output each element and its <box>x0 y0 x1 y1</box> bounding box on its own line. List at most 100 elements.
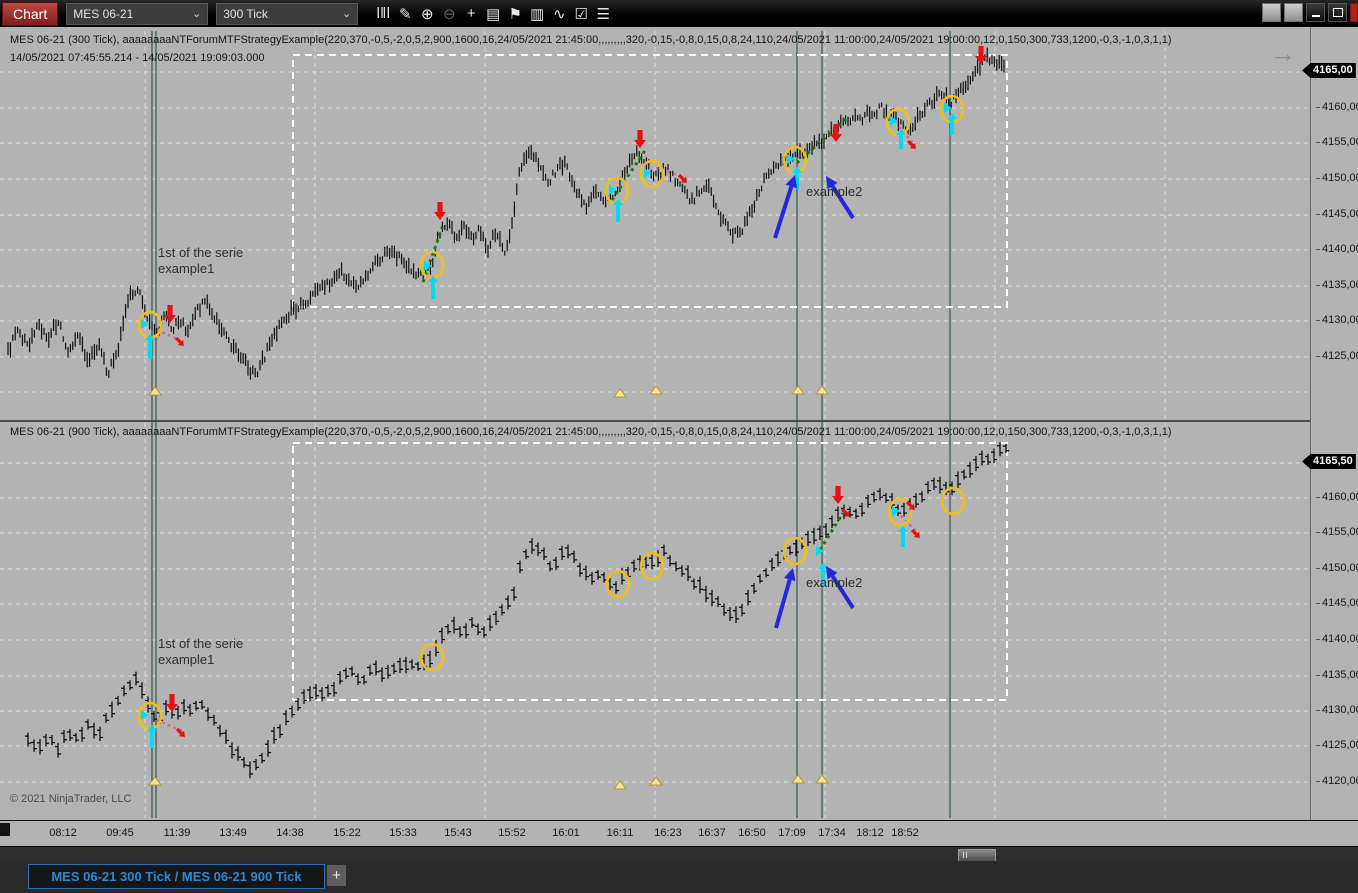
entry-marker-triangle-icon <box>644 168 652 178</box>
price-tick-label: 4150,00 <box>1316 172 1358 184</box>
strategy-event-triangle-icon <box>649 385 663 395</box>
annotation-text: example2 <box>806 575 862 590</box>
price-tick-label: 4155,00 <box>1316 526 1358 538</box>
entry-highlight-circle <box>639 159 665 189</box>
sell-signal-arrow-icon <box>634 130 646 148</box>
indicators-icon[interactable]: ∿ <box>552 5 566 23</box>
pointer-arrow-head <box>785 175 798 189</box>
horizontal-scrollbar[interactable] <box>0 846 1358 862</box>
close-button[interactable] <box>1350 3 1358 22</box>
drawing-tools-icon[interactable]: ✎ <box>398 5 412 23</box>
tab-chart-active[interactable]: MES 06-21 300 Tick / MES 06-21 900 Tick <box>28 864 325 889</box>
zoom-in-icon[interactable]: ⊕ <box>420 5 434 23</box>
window-button-extra2[interactable] <box>1284 3 1303 22</box>
price-tick-label: 4125,00 <box>1316 350 1358 362</box>
buy-signal-arrow-shaft <box>901 531 905 547</box>
entry-marker-triangle-icon <box>892 506 900 516</box>
time-tick-label: 16:01 <box>552 827 580 839</box>
sell-signal-arrow-icon <box>164 305 176 323</box>
sell-signal-arrow-icon <box>677 173 687 183</box>
price-tick-label: 4150,00 <box>1316 562 1358 574</box>
pointer-arrow-head <box>783 568 796 582</box>
price-axis[interactable]: 4160,00 4155,00 4150,00 4145,00 4140,00 4135,… <box>1302 27 1358 820</box>
entry-highlight-circle <box>639 551 665 581</box>
trend-down-dotted-line <box>156 328 181 342</box>
buy-signal-arrow-icon <box>818 563 828 569</box>
entry-marker-triangle-icon <box>816 546 824 556</box>
entry-marker-triangle-icon <box>141 319 149 329</box>
interval-dropdown[interactable]: 300 Tick ⌄ <box>216 2 359 25</box>
time-tick-label: 15:33 <box>389 827 417 839</box>
buy-signal-arrow-icon <box>896 129 906 135</box>
price-tick-label: 4135,00 <box>1316 279 1358 291</box>
price-tick-label: 4145,00 <box>1316 208 1358 220</box>
price-tick-label: 4130,00 <box>1316 704 1358 716</box>
time-tick-label: 17:34 <box>818 827 846 839</box>
entry-marker-triangle-icon <box>141 710 149 720</box>
price-tick-label: 4125,00 <box>1316 739 1358 751</box>
trend-down-dotted-line <box>156 718 183 733</box>
window-controls <box>1259 3 1358 22</box>
time-tick-label: 16:37 <box>698 827 726 839</box>
time-tick-label: 14:38 <box>276 827 304 839</box>
chart-canvas[interactable]: 1st of the serie example1 example2 1st of t… <box>0 27 1310 820</box>
chevron-down-icon: ⌄ <box>192 8 202 20</box>
properties-icon[interactable]: ☰ <box>596 5 610 23</box>
buy-signal-arrow-shaft <box>899 134 903 149</box>
price-tick-label: 4130,00 <box>1316 314 1358 326</box>
crosshair-icon[interactable]: + <box>466 5 476 22</box>
last-price-badge: 4165,50 <box>1302 454 1356 469</box>
pointer-arrow-head <box>826 566 838 580</box>
price-tick-label: 4145,00 <box>1316 597 1358 609</box>
toolbar-icons: ǀǁǀ ✎ ⊕ ⊖ + ▤ ⚑ ▥ ∿ ☑ ☰ <box>372 3 614 25</box>
pointer-arrow-head <box>826 176 838 190</box>
sell-signal-arrow-icon <box>166 694 178 712</box>
buy-signal-arrow-shaft <box>431 281 435 299</box>
add-tab-button[interactable]: + <box>327 865 346 886</box>
time-tick-label: 16:11 <box>606 827 634 839</box>
minimize-button[interactable] <box>1306 3 1325 22</box>
sell-signal-arrow-icon <box>910 528 920 538</box>
strategy-event-triangle-icon <box>791 774 805 784</box>
price-tick-label: 4135,00 <box>1316 669 1358 681</box>
copyright-text: © 2021 NinjaTrader, LLC <box>10 793 132 805</box>
dashed-highlight-rect <box>292 442 1008 701</box>
data-box-icon[interactable]: ▤ <box>486 5 501 23</box>
bar-type-icon[interactable]: ǀǁǀ <box>376 5 391 22</box>
maximize-button[interactable] <box>1328 3 1347 22</box>
chart-trader-icon[interactable]: ⚑ <box>508 5 522 23</box>
time-axis[interactable]: 08:12 09:45 11:39 13:49 14:38 15:22 15:33 15:43… <box>0 820 1358 847</box>
buy-signal-arrow-shaft <box>795 172 799 189</box>
entry-marker-triangle-icon <box>609 185 617 195</box>
window-button-extra1[interactable] <box>1262 3 1281 22</box>
zoom-out-icon[interactable]: ⊖ <box>442 5 456 23</box>
strategies-icon[interactable]: ☑ <box>574 5 588 23</box>
instrument-dropdown[interactable]: MES 06-21 ⌄ <box>66 2 209 25</box>
strategy-event-triangle-icon <box>148 776 162 786</box>
entry-highlight-circle <box>940 486 966 516</box>
interval-dropdown-value: 300 Tick <box>223 6 268 21</box>
annotation-text: 1st of the serie <box>158 245 243 260</box>
pointer-arrow <box>830 185 855 220</box>
go-to-latest-arrow-icon[interactable]: → <box>1270 38 1296 68</box>
sell-signal-arrow-icon <box>830 124 842 142</box>
volume-icon[interactable]: ▥ <box>530 5 545 23</box>
buy-signal-arrow-shaft <box>950 118 954 135</box>
buy-signal-arrow-shaft <box>148 339 152 359</box>
tab-bar: MES 06-21 300 Tick / MES 06-21 900 Tick … <box>0 861 1358 893</box>
panel2-title: MES 06-21 (900 Tick), aaaaaaaaNTForumMTF… <box>10 426 1172 438</box>
chart-menu-button[interactable]: Chart <box>2 1 59 26</box>
strategy-event-triangle-icon <box>791 385 805 395</box>
entry-marker-triangle-icon <box>890 116 898 126</box>
dashed-highlight-rect <box>292 54 1008 308</box>
instrument-dropdown-value: MES 06-21 <box>73 6 134 21</box>
strategy-event-triangle-icon <box>613 388 627 398</box>
time-tick-label: 15:52 <box>498 827 526 839</box>
strategy-event-triangle-icon <box>649 776 663 786</box>
time-tick-label: 16:23 <box>654 827 682 839</box>
time-tick-label: 18:52 <box>891 827 919 839</box>
chevron-down-icon: ⌄ <box>342 8 352 20</box>
time-tick-label: 16:50 <box>738 827 766 839</box>
buy-signal-arrow-icon <box>147 725 157 731</box>
